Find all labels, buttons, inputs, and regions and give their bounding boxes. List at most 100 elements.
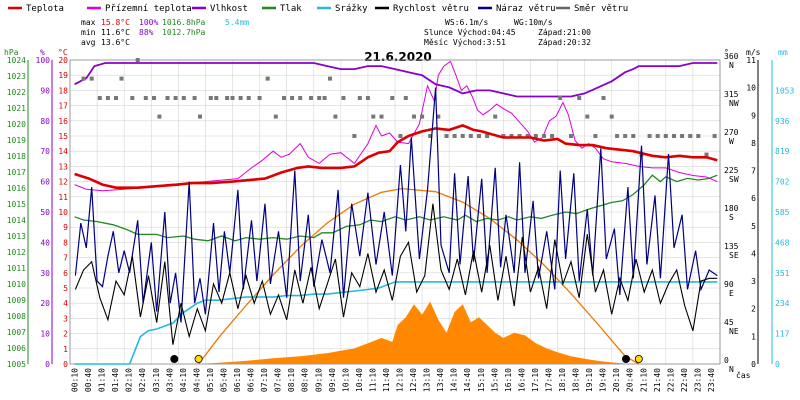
- x-tick: 14:10: [450, 368, 459, 392]
- x-tick: 22:10: [666, 368, 675, 392]
- wind-direction-point: [436, 114, 441, 119]
- wind-direction-point: [420, 114, 425, 119]
- temperature-tick: 1: [63, 345, 68, 354]
- x-tick: 17:40: [545, 368, 554, 392]
- rain-tick: 585: [775, 208, 790, 217]
- humidity-tick: 100: [36, 56, 51, 65]
- wind-direction-point: [371, 114, 376, 119]
- wind-direction-point: [230, 96, 235, 100]
- x-tick: 15:40: [490, 368, 499, 392]
- info-wg: WG:10m/s: [514, 18, 553, 27]
- temperature-tick: 20: [58, 56, 68, 65]
- wind-direction-point: [712, 134, 717, 138]
- pressure-tick: 1012: [7, 248, 26, 257]
- sun-elevation-line: [198, 187, 640, 365]
- wind-tick: 7: [751, 167, 756, 176]
- wind-tick: 1: [751, 332, 756, 341]
- rain-tick: 0: [775, 360, 780, 369]
- direction-tick: 315: [724, 90, 739, 99]
- stats-humidity: 100%: [139, 18, 158, 27]
- pressure-tick: 1016: [7, 184, 26, 193]
- x-tick: 06:10: [233, 368, 242, 392]
- wind-direction-point: [214, 96, 219, 100]
- rain-tick: 936: [775, 117, 790, 126]
- pressure-tick: 1021: [7, 104, 26, 113]
- wind-tick: 2: [751, 305, 756, 314]
- x-tick: 11:10: [368, 368, 377, 392]
- direction-cardinal: NW: [729, 99, 739, 108]
- wind-direction-point: [257, 96, 262, 100]
- x-tick: 11:40: [382, 368, 391, 392]
- x-tick: 10:10: [341, 368, 350, 392]
- pressure-tick: 1011: [7, 264, 26, 273]
- wind-direction-point: [663, 134, 668, 138]
- pressure-tick: 1019: [7, 136, 26, 145]
- wind-direction-point: [181, 96, 186, 100]
- x-tick: 01:40: [111, 368, 120, 392]
- x-tick: 00:40: [84, 368, 93, 392]
- direction-tick: 0: [724, 356, 729, 365]
- info-moon: Měsíc Východ:3:51: [424, 38, 506, 47]
- wind-direction-point: [623, 134, 628, 138]
- wind-direction-point: [114, 96, 118, 100]
- legend-label: Vlhkost: [210, 4, 248, 14]
- wind-direction-point: [238, 96, 243, 100]
- direction-tick: 225: [724, 166, 739, 175]
- x-tick: 18:10: [558, 368, 567, 392]
- temperature-tick: 6: [63, 269, 68, 278]
- wind-direction-point: [328, 76, 332, 81]
- wind-tick: 9: [751, 111, 756, 120]
- wind-direction-point: [525, 134, 530, 138]
- x-tick: 08:40: [301, 368, 310, 392]
- legend: Teplota Přízemní teplota Vlhkost Tlak Srážky…: [8, 4, 628, 14]
- x-tick: 13:10: [423, 368, 432, 392]
- temperature-tick: 8: [63, 238, 68, 247]
- wind-direction-point: [468, 134, 473, 138]
- moonrise-marker: [170, 354, 179, 363]
- x-tick: 15:10: [477, 368, 486, 392]
- legend-label: Náraz větru: [496, 4, 556, 14]
- temperature-tick: 7: [63, 254, 68, 263]
- wind-direction-point: [333, 114, 338, 119]
- pressure-tick: 1005: [7, 360, 26, 369]
- grid: [69, 59, 721, 365]
- humidity-tick: 20: [40, 299, 50, 308]
- temperature-tick: 17: [58, 102, 68, 111]
- pressure-tick: 1007: [7, 328, 26, 337]
- pressure-tick: 1020: [7, 120, 26, 129]
- wind-direction-point: [246, 96, 251, 100]
- x-tick: 16:40: [517, 368, 526, 392]
- temperature-tick: 15: [58, 132, 68, 141]
- x-tick: 01:10: [98, 368, 107, 392]
- wind-direction-point: [273, 114, 278, 119]
- wind-tick: 6: [751, 194, 756, 203]
- direction-cardinal: E: [729, 289, 734, 298]
- wind-direction-point: [412, 114, 416, 119]
- x-tick: 10:40: [355, 368, 364, 392]
- x-tick: 17:10: [531, 368, 540, 392]
- x-tick: 16:10: [504, 368, 513, 392]
- temperature-tick: 19: [58, 71, 68, 80]
- direction-unit: °: [724, 48, 729, 57]
- info-sun: Slunce Východ:04:45: [424, 28, 516, 37]
- wind-direction-point: [390, 96, 395, 100]
- stats-temp: 15.8°C: [101, 18, 130, 27]
- x-tick: 12:10: [396, 368, 405, 392]
- pressure-tick: 1015: [7, 200, 26, 209]
- x-tick: 12:40: [409, 368, 418, 392]
- wind-direction-point: [119, 76, 124, 81]
- wind-direction-point: [509, 134, 514, 138]
- chart-title: 21.6.2020: [364, 50, 432, 64]
- x-tick: 22:40: [680, 368, 689, 392]
- wind-direction-point: [298, 96, 303, 100]
- x-tick: 23:40: [707, 368, 716, 392]
- x-tick: 09:10: [314, 368, 323, 392]
- x-tick: 07:40: [274, 368, 283, 392]
- temperature-tick: 10: [58, 208, 68, 217]
- wind-tick: 5: [751, 222, 756, 231]
- x-tick: 00:10: [71, 368, 80, 392]
- wind-direction-point: [655, 134, 660, 138]
